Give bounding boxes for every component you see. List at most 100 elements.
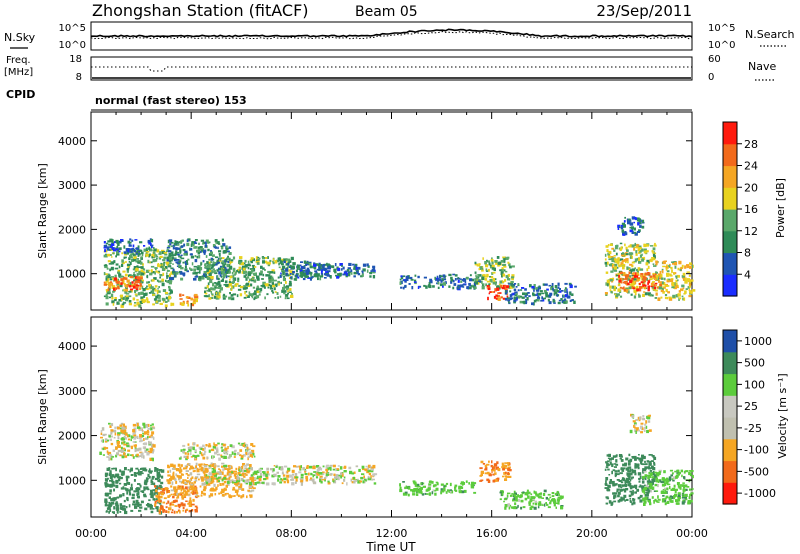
power-echo-cell [291,266,295,269]
velocity-echo-cell [225,484,228,488]
velocity-echo-cell [557,501,560,505]
velocity-echo-cell [618,480,622,482]
velocity-echo-cell [126,442,129,445]
power-echo-cell [182,261,185,264]
power-echo-cell [134,302,137,304]
velocity-echo-cell [181,474,184,476]
velocity-echo-cell [176,474,179,477]
power-echo-cell [641,258,645,262]
velocity-echo-cell [130,445,133,450]
velocity-echo-cell [215,486,218,490]
velocity-echo-cell [280,478,283,481]
velocity-echo-cell [111,483,114,487]
velocity-echo-cell [217,480,221,483]
power-echo-cell [219,258,222,261]
power-echo-cell [185,262,189,265]
power-echo-cell [191,262,194,266]
x-axis-tick-labels: 00:00 04:00 08:00 12:00 16:00 20:00 00:00 [75,527,708,540]
power-echo-cell [267,256,269,259]
velocity-echo-cell [137,422,139,427]
velocity-echo-cell [288,474,293,478]
velocity-echo-cell [130,509,134,512]
power-echo-cell [238,266,241,269]
power-echo-cell [465,277,469,280]
power-ytick-label: 2000 [58,223,86,236]
power-echo-cell [271,290,274,293]
velocity-echo-cell [221,462,225,465]
velocity-echo-cell [613,496,615,500]
velocity-echo-cell [645,425,648,429]
power-echo-cell [228,246,232,249]
power-echo-cell [319,277,322,281]
power-echo-cell [625,258,629,262]
power-echo-cell [681,284,685,288]
velocity-echo-cell [242,463,246,466]
velocity-colorbar-tick-label: -25 [744,422,762,435]
power-echo-cell [662,260,666,265]
velocity-echo-cell [145,424,148,427]
velocity-echo-cell [334,476,337,479]
velocity-echo-cell [136,487,139,490]
power-echo-cell [170,245,173,248]
velocity-echo-cell [412,490,416,493]
velocity-echo-cell [180,502,184,506]
power-echo-cell [488,286,491,289]
power-echo-cell [146,248,149,250]
power-echo-cell [471,284,474,287]
power-echo-cell [204,263,207,267]
power-echo-cell [651,294,654,297]
velocity-colorbar-tick-label: -500 [744,465,769,478]
velocity-echo-cell [105,484,109,488]
velocity-echo-cell [373,473,378,476]
power-echo-cell [135,288,139,290]
velocity-echo-cell [627,475,630,478]
velocity-echo-cell [669,495,673,498]
power-echo-cell [493,295,497,299]
power-echo-cell [539,290,543,293]
power-colorbar-tick-label: 12 [744,225,758,238]
power-echo-cell [108,254,112,256]
power-echo-cell [287,288,289,293]
power-echo-cell [158,265,162,268]
velocity-echo-cell [286,471,289,474]
velocity-echo-cell [221,479,224,482]
power-echo-cell [155,295,159,299]
velocity-echo-cell [119,427,123,430]
power-echo-cell [175,261,178,264]
power-echo-cell [621,253,625,255]
velocity-echo-cell [633,484,638,488]
velocity-echo-cell [126,445,130,448]
power-echo-cell [667,291,670,294]
power-echo-cell [217,295,221,299]
power-echo-cell [166,248,169,251]
power-echo-cell [646,277,648,282]
power-echo-cell [186,300,189,302]
power-echo-cell [635,253,638,256]
velocity-echo-cell [433,484,437,487]
power-echo-region [399,273,482,291]
velocity-echo-cell [138,495,140,499]
velocity-echo-cell [128,489,131,493]
power-echo-cell [225,258,228,262]
power-echo-cell [661,270,664,274]
power-echo-cell [644,292,648,296]
power-echo-cell [137,261,141,264]
power-echo-cell [673,272,675,275]
power-echo-cell [632,285,635,289]
velocity-echo-cell [238,466,241,469]
velocity-echo-cell [315,465,320,468]
power-echo-cell [242,287,246,290]
velocity-echo-cell [186,455,189,459]
velocity-echo-cell [559,495,562,499]
power-echo-cell [653,258,656,261]
power-echo-cell [404,284,407,288]
power-echo-cell [147,240,151,244]
velocity-echo-cell [146,423,150,427]
velocity-echo-cell [621,468,625,472]
power-echo-cell [158,296,161,299]
velocity-echo-cell [351,481,355,484]
velocity-echo-cell [104,438,108,442]
power-echo-cell [145,269,150,273]
power-echo-cell [142,295,146,298]
velocity-echo-cell [127,469,129,471]
